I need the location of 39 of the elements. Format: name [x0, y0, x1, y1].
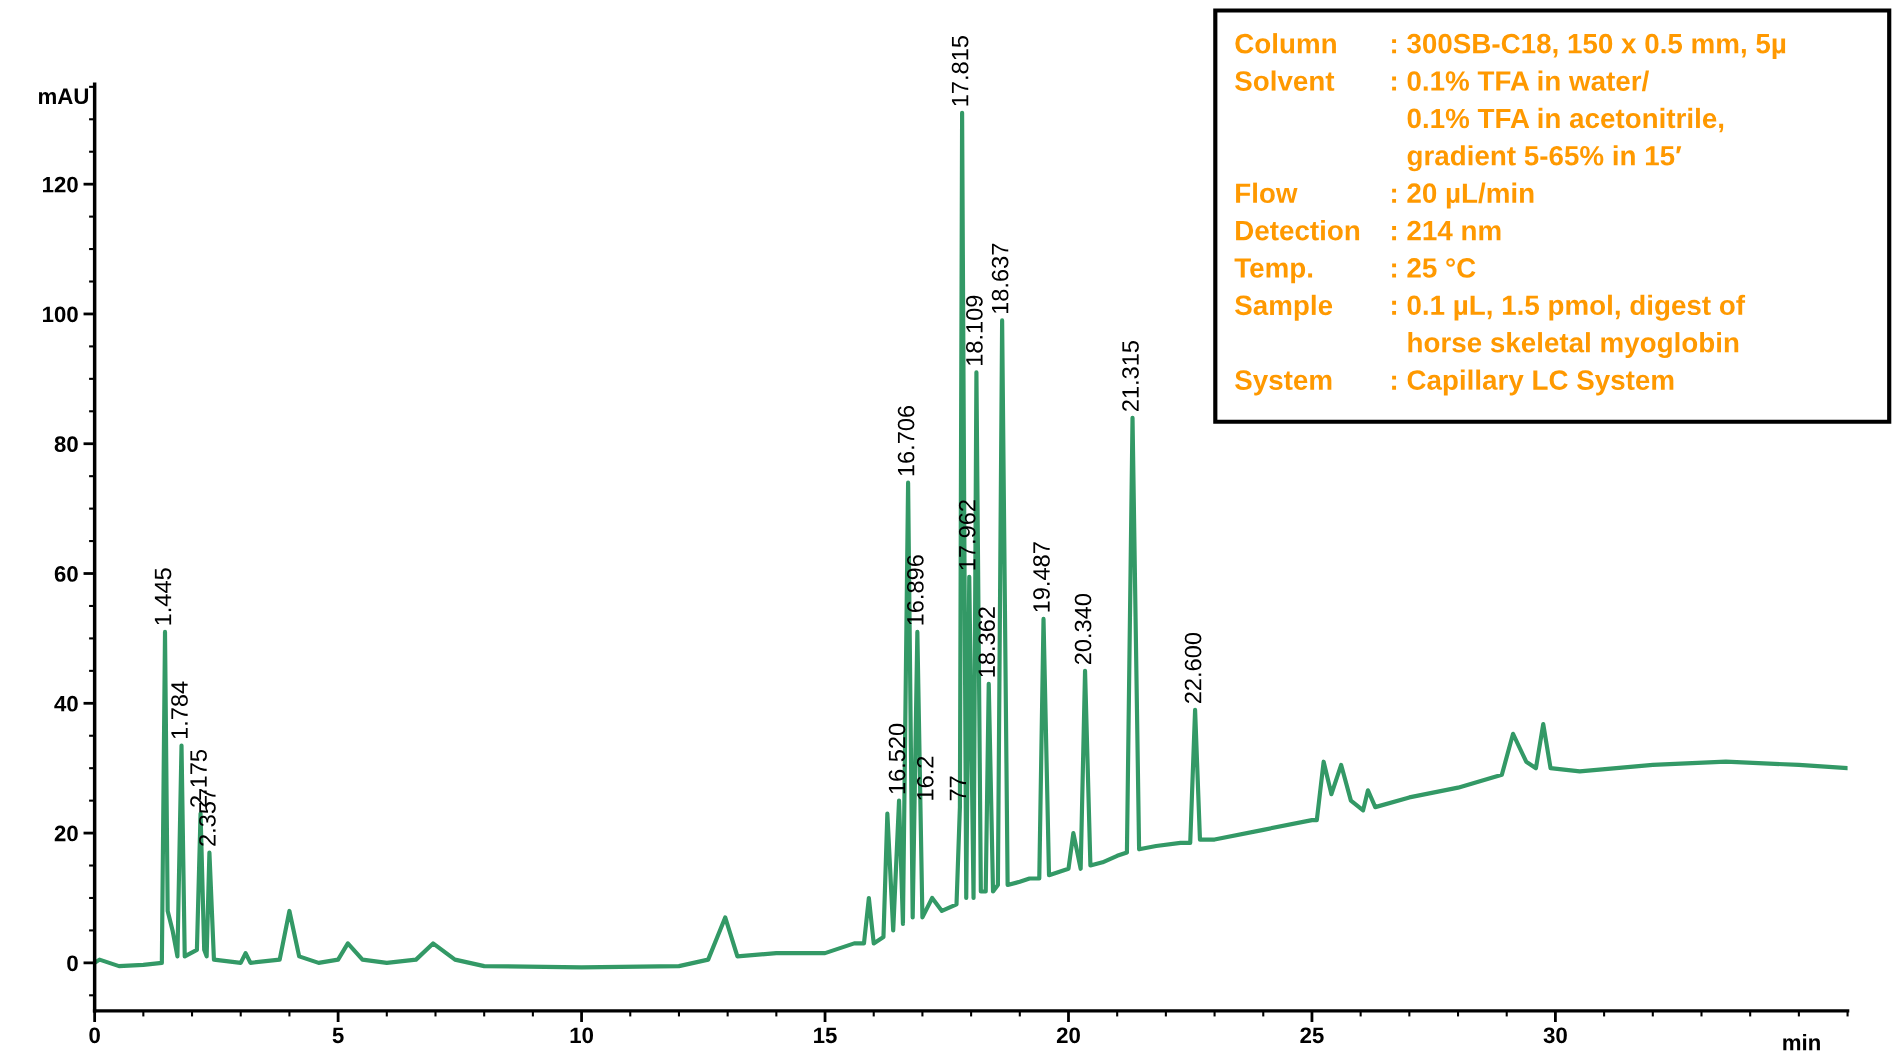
y-tick-label: 0 — [67, 955, 78, 972]
annotation: 1.445 — [154, 568, 172, 625]
annotation: 20.340 — [1074, 594, 1092, 665]
text: Solvent : 0.1% TFA in water/ 0.1% TFA in acetonitrile, gradient 5-65% in 15′ — [1235, 70, 1724, 172]
text: Column : 300SB-C18, 150 x 0.5 mm, 5µ — [1235, 33, 1786, 59]
text: System : Capillary LC System — [1235, 369, 1674, 396]
x-tick-label: 20 — [1056, 1027, 1080, 1044]
text: Sample : 0.1 µL, 1.5 pmol, digest of horse skeletal myoglobin — [1235, 294, 1746, 359]
annotation: 16.2 — [916, 756, 934, 800]
x-tick-label: 25 — [1300, 1027, 1324, 1044]
x-tick-label: 5 — [332, 1027, 344, 1044]
annotation: 16.520 — [888, 723, 906, 794]
text: Temp. : 25 °C — [1234, 258, 1476, 284]
y-tick-label: 120 — [43, 176, 78, 193]
annotation: 17.962 — [958, 500, 976, 570]
annotation: 17.815 — [951, 36, 969, 106]
y-tick-label: 40 — [54, 695, 78, 712]
annotation: 21.315 — [1122, 341, 1139, 412]
annotation: 22.600 — [1184, 632, 1202, 704]
x-tick-label: 0 — [89, 1027, 100, 1044]
y-tick-label: 80 — [54, 436, 78, 453]
annotation: 18.637 — [991, 243, 1009, 314]
y-tick-label: 20 — [54, 825, 78, 842]
x-tick-label: 10 — [570, 1027, 594, 1044]
annotation: Detection : 214 nm — [1236, 220, 1501, 241]
annotation: 19.487 — [1033, 542, 1050, 612]
y-tick-label: 100 — [43, 306, 78, 323]
annotation: 16.706 — [897, 405, 915, 476]
annotation: 16.896 — [906, 555, 924, 625]
y-tick-label: 60 — [54, 566, 78, 582]
x-tick-label: 30 — [1543, 1027, 1567, 1044]
annotation: 77 — [949, 776, 967, 801]
annotation: 18.362 — [978, 607, 996, 677]
y-axis-title: mAU — [39, 88, 89, 105]
annotation: 18.109 — [966, 295, 983, 365]
x-tick-label: 15 — [814, 1027, 837, 1044]
annotation: 1.784 — [171, 681, 188, 739]
text: Flow : 20 µL/min — [1236, 182, 1534, 209]
x-axis-title: min — [1783, 1034, 1820, 1051]
